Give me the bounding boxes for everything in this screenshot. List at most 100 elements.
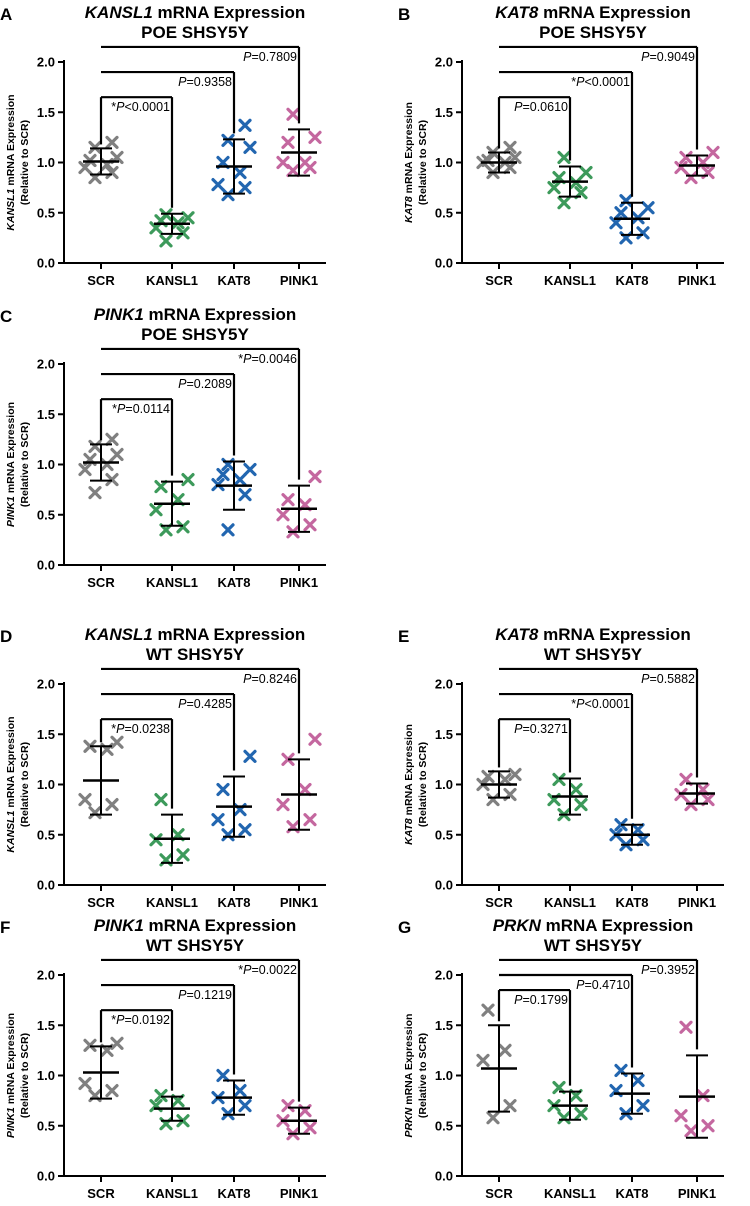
- y-axis-label-line2: (Relative to SCR): [19, 742, 31, 827]
- p-value: =0.0238: [124, 722, 170, 736]
- data-point-pink1: [281, 135, 295, 149]
- p-value: =0.5882: [649, 672, 695, 686]
- data-point-pink1: [303, 813, 317, 827]
- data-point-kansl1: [154, 1088, 168, 1103]
- panel-title: KAT8 mRNA Expression: [495, 625, 691, 644]
- ylabel-gene: KAT8: [403, 196, 415, 223]
- data-point-scr: [88, 140, 102, 155]
- y-tick-label: 2.0: [37, 357, 55, 372]
- y-tick-label: 0.0: [37, 256, 55, 271]
- data-point-scr: [481, 1003, 495, 1017]
- y-tick-label: 2.0: [435, 677, 453, 692]
- panel-title: PRKN mRNA Expression: [493, 916, 694, 935]
- p-value-label: *P=0.0192: [111, 1013, 170, 1027]
- p-value-label: *P<0.0001: [571, 75, 630, 89]
- x-tick-label: SCR: [485, 1186, 513, 1201]
- y-axis-label: KAT8 mRNA Expression: [403, 102, 415, 223]
- p-value-label: *P=0.0022: [238, 963, 297, 977]
- x-tick-label: KAT8: [616, 1186, 649, 1201]
- data-point-kansl1: [547, 181, 561, 195]
- x-tick-label: KANSL1: [146, 273, 198, 288]
- y-axis-label: KANSL1 mRNA Expression: [5, 716, 17, 852]
- p-value: <0.0001: [124, 100, 170, 114]
- data-point-kat8: [636, 1099, 650, 1113]
- x-tick-label: KANSL1: [544, 895, 596, 910]
- data-point-scr: [105, 1083, 119, 1098]
- p-value-label: P=0.3952: [641, 963, 695, 977]
- p-symbol: P: [641, 50, 650, 64]
- panel-letter: C: [0, 307, 12, 326]
- y-tick-label: 1.0: [435, 1068, 453, 1083]
- data-point-scr: [503, 1099, 517, 1113]
- x-tick-label: KANSL1: [544, 273, 596, 288]
- p-value: =0.3952: [649, 963, 695, 977]
- data-point-kansl1: [159, 234, 173, 248]
- y-tick-label: 1.0: [435, 155, 453, 170]
- p-value: <0.0001: [584, 697, 630, 711]
- p-value-label: P=0.2089: [178, 377, 232, 391]
- x-tick-label: KAT8: [218, 273, 251, 288]
- p-value: =0.1799: [522, 993, 568, 1007]
- y-tick-label: 0.5: [37, 827, 55, 842]
- y-tick-label: 2.0: [37, 968, 55, 983]
- y-tick-label: 0.0: [37, 878, 55, 893]
- p-symbol: P: [243, 672, 252, 686]
- data-point-kat8: [238, 823, 252, 837]
- data-point-kansl1: [574, 797, 588, 812]
- data-point-kansl1: [154, 792, 168, 807]
- y-tick-label: 0.5: [435, 205, 453, 220]
- p-value-label: P=0.8246: [243, 672, 297, 686]
- data-point-kat8: [211, 813, 225, 827]
- x-tick-label: PINK1: [678, 895, 716, 910]
- data-point-kat8: [221, 828, 235, 842]
- x-tick-label: SCR: [87, 895, 115, 910]
- data-point-kat8: [233, 472, 247, 487]
- data-point-pink1: [684, 170, 698, 185]
- panel-letter: B: [398, 5, 410, 24]
- data-point-scr: [476, 1053, 490, 1068]
- data-point-scr: [498, 1043, 512, 1057]
- title-rest: mRNA Expression: [538, 625, 690, 644]
- p-symbol: P: [116, 722, 125, 736]
- data-point-pink1: [308, 732, 322, 746]
- p-symbol: P: [117, 402, 126, 416]
- data-point-pink1: [679, 150, 693, 165]
- data-point-pink1: [276, 797, 290, 812]
- panel-subtitle: WT SHSY5Y: [544, 936, 643, 955]
- x-tick-label: KANSL1: [146, 895, 198, 910]
- p-value-label: *P<0.0001: [111, 100, 170, 114]
- panel-subtitle: WT SHSY5Y: [146, 936, 245, 955]
- data-point-kat8: [221, 133, 235, 147]
- p-star: *: [238, 963, 243, 977]
- x-tick-label: SCR: [87, 1186, 115, 1201]
- x-tick-label: KANSL1: [544, 1186, 596, 1201]
- x-tick-label: KAT8: [218, 1186, 251, 1201]
- p-value-label: P=0.7809: [243, 50, 297, 64]
- data-point-kansl1: [574, 1107, 588, 1121]
- y-axis-label-line2: (Relative to SCR): [19, 422, 31, 507]
- y-axis-label-line2: (Relative to SCR): [417, 742, 429, 827]
- data-point-scr: [105, 797, 119, 812]
- x-tick-label: PINK1: [678, 273, 716, 288]
- p-symbol: P: [178, 75, 187, 89]
- data-point-kansl1: [154, 480, 168, 494]
- p-value: =0.0114: [125, 402, 170, 416]
- x-tick-label: PINK1: [280, 273, 318, 288]
- p-value-label: P=0.1799: [514, 993, 568, 1007]
- data-point-scr: [88, 486, 102, 500]
- title-gene: PINK1: [94, 305, 144, 324]
- p-value: =0.9358: [186, 75, 232, 89]
- y-tick-label: 1.0: [37, 1068, 55, 1083]
- y-tick-label: 1.5: [37, 105, 55, 120]
- data-point-kansl1: [181, 472, 195, 487]
- ylabel-rest: mRNA Expression: [5, 402, 17, 496]
- data-point-pink1: [701, 1119, 715, 1133]
- panel-title: KANSL1 mRNA Expression: [85, 625, 305, 644]
- p-value-label: P=0.3271: [514, 722, 568, 736]
- y-tick-label: 0.0: [37, 1169, 55, 1184]
- panel-title: PINK1 mRNA Expression: [94, 916, 297, 935]
- p-value: =0.0022: [251, 963, 297, 977]
- title-gene: KAT8: [495, 3, 539, 22]
